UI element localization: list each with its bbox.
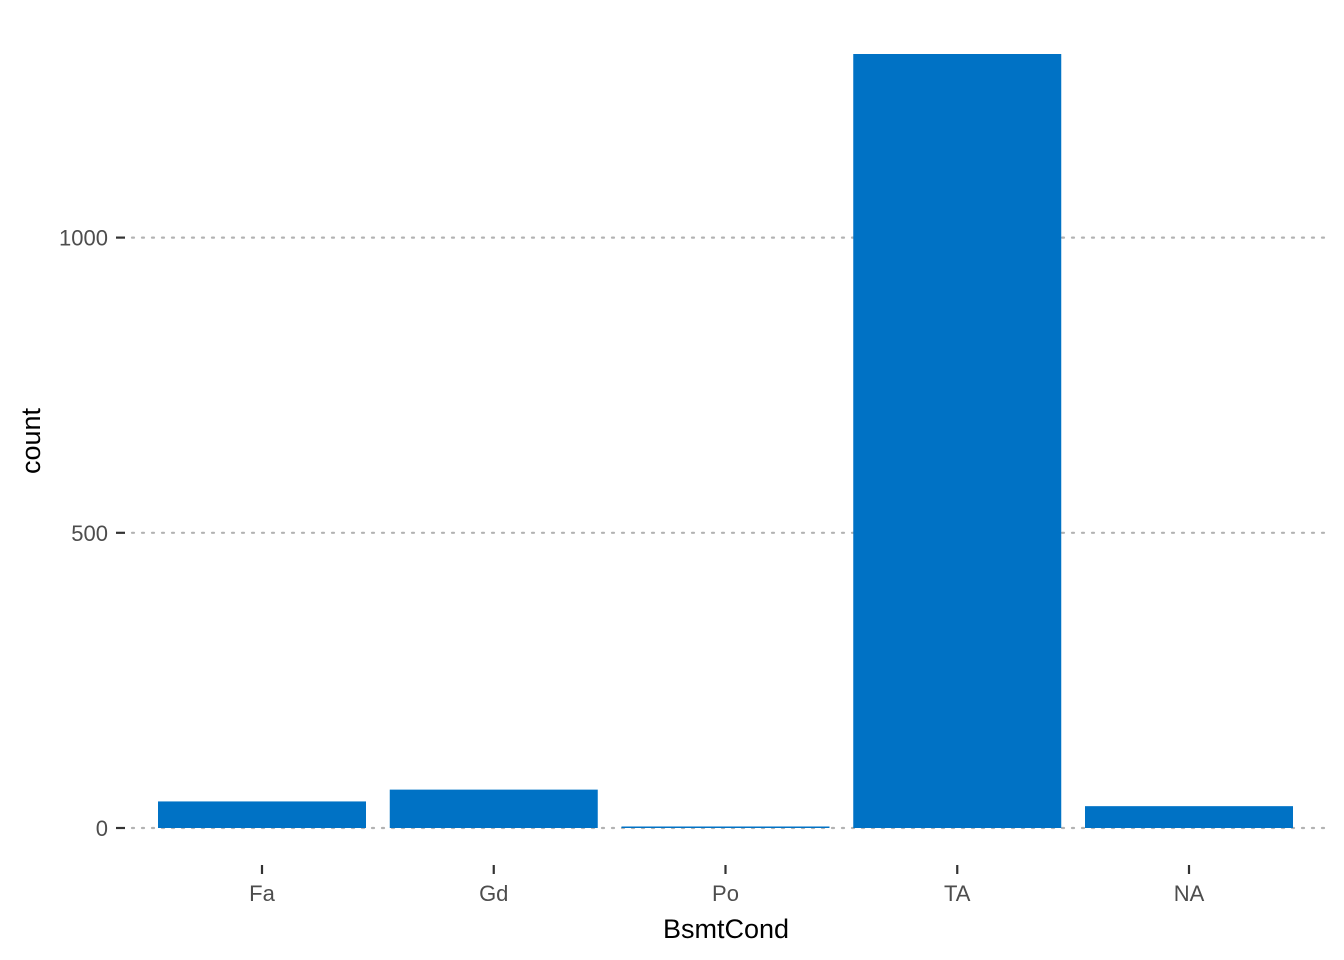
gridlines: [130, 236, 1332, 830]
bar-ta: [853, 54, 1062, 828]
bar-na: [1085, 806, 1293, 828]
x-axis: Fa Gd Po TA NA: [249, 865, 1205, 906]
x-tick-label-fa: Fa: [249, 881, 275, 906]
bar-fa: [158, 801, 366, 828]
y-axis: 0 500 1000: [59, 226, 125, 841]
x-tick-label-po: Po: [712, 881, 739, 906]
x-tick-label-na: NA: [1174, 881, 1205, 906]
bar-po: [621, 826, 830, 828]
bars: [158, 54, 1293, 828]
x-tick-label-ta: TA: [944, 881, 971, 906]
y-tick-label: 0: [96, 816, 108, 841]
y-tick-label: 500: [71, 521, 108, 546]
y-axis-title: count: [16, 407, 46, 474]
bar-gd: [389, 789, 598, 828]
y-tick-label: 1000: [59, 226, 108, 251]
x-tick-label-gd: Gd: [479, 881, 508, 906]
x-axis-title: BsmtCond: [663, 914, 789, 944]
